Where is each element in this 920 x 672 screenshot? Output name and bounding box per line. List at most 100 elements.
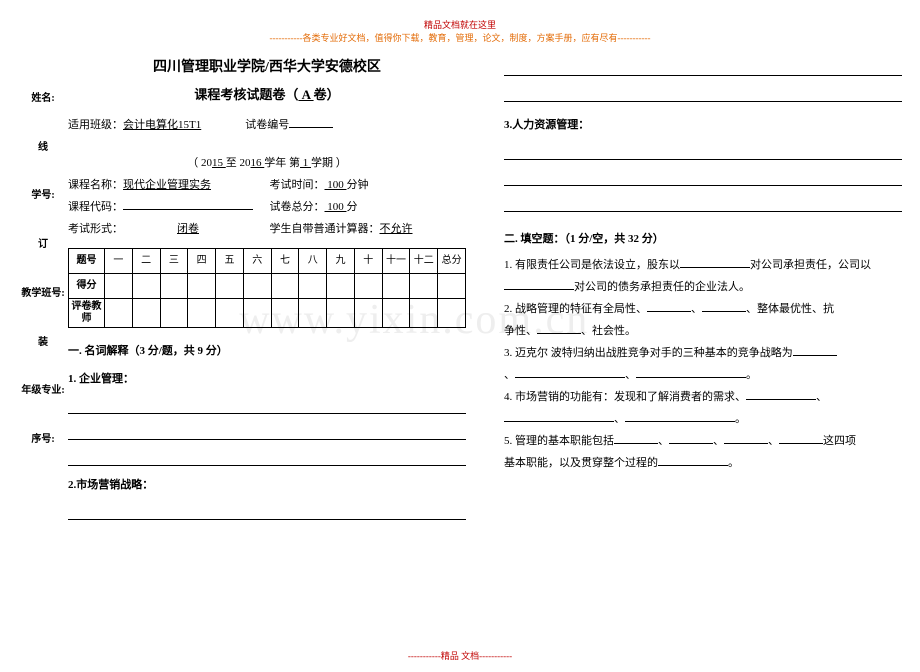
exam-time-label: 考试时间：: [270, 179, 325, 191]
q2a: 2. 战略管理的特征有全局性、: [504, 303, 647, 315]
form-value: 闭卷: [123, 218, 253, 240]
notice-line2: -----------各类专业好文档，值得你下载，教育，管理，论文，制度，方案手…: [270, 33, 651, 43]
fill-q4: 4. 市场营销的功能有：发现和了解消费者的需求、 、: [504, 386, 902, 408]
q5a: 5. 管理的基本职能包括: [504, 435, 614, 447]
q4a: 4. 市场营销的功能有：发现和了解消费者的需求、: [504, 391, 746, 403]
fill-q4-cont: 、。: [504, 408, 902, 430]
term-prefix: （ 20: [187, 157, 212, 169]
blank: [793, 344, 837, 356]
blank: [614, 432, 658, 444]
blank: [724, 432, 768, 444]
q2-label: 2.市场营销战略：: [68, 474, 466, 496]
col-2: 二: [132, 249, 160, 274]
paper-no-blank: [289, 116, 333, 128]
q5b: 、: [658, 435, 669, 447]
q4b: 、: [816, 391, 827, 403]
side-label-name: 姓名:: [31, 89, 54, 104]
blank: [702, 300, 746, 312]
row-label-num: 题号: [69, 249, 105, 274]
table-row-header: 题号 一 二 三 四 五 六 七 八 九 十 十一 十二 总分: [69, 249, 466, 274]
term-suffix1: 学年 第: [264, 157, 300, 169]
col-11: 十一: [382, 249, 410, 274]
col-8: 八: [299, 249, 327, 274]
answer-line: [68, 392, 466, 414]
q1a: 1. 有限责任公司是依法设立，股东以: [504, 259, 680, 271]
blank: [779, 432, 823, 444]
col-1: 一: [105, 249, 133, 274]
title-sub-suffix: 卷）: [314, 87, 340, 102]
blank: [636, 366, 746, 378]
answer-line: [504, 80, 902, 102]
footer-mark: -----------精品 文档-----------: [0, 649, 920, 662]
title-sub-prefix: 课程考核试题卷（: [194, 87, 298, 102]
blank: [658, 454, 728, 466]
fill-q5: 5. 管理的基本职能包括、、、这四项: [504, 430, 902, 452]
answer-line: [504, 190, 902, 212]
q3a: 3. 迈克尔 波特归纳出战胜竞争对手的三种基本的竞争战略为: [504, 347, 793, 359]
col-9: 九: [327, 249, 355, 274]
fill-q1: 1. 有限责任公司是依法设立，股东以 对公司承担责任，公司以: [504, 254, 902, 276]
code-label: 课程代码：: [68, 201, 123, 213]
exam-time-unit: 分钟: [347, 179, 369, 191]
table-row-score: 得分: [69, 274, 466, 299]
total-value: 100: [325, 201, 347, 213]
blank: [680, 256, 750, 268]
fill-q1-cont: 对公司的债务承担责任的企业法人。: [504, 276, 902, 298]
calc-value: 不允许: [380, 223, 413, 235]
course-row: 课程名称：现代企业管理实务 考试时间： 100 分钟: [68, 174, 466, 196]
q2e: 、社会性。: [581, 325, 636, 337]
row-label-score: 得分: [69, 274, 105, 299]
header-notice: 精品文档就在这里 -----------各类专业好文档，值得你下载，教育，管理，…: [0, 0, 920, 44]
q5f: 基本职能，以及贯穿整个过程的: [504, 457, 658, 469]
code-blank: [123, 198, 253, 210]
fill-q3: 3. 迈克尔 波特归纳出战胜竞争对手的三种基本的竞争战略为: [504, 342, 902, 364]
term-suffix2: 学期 ）: [311, 157, 347, 169]
blank: [625, 410, 735, 422]
q5e: 这四项: [823, 435, 856, 447]
q5d: 、: [768, 435, 779, 447]
term-y1: 15: [212, 157, 226, 169]
col-3: 三: [160, 249, 188, 274]
answer-line: [68, 498, 466, 520]
blank: [647, 300, 691, 312]
q3c: 、: [625, 369, 636, 381]
calc-label: 学生自带普通计算器：: [270, 223, 380, 235]
q3-label: 3.人力资源管理：: [504, 114, 902, 136]
answer-line: [68, 418, 466, 440]
blank: [504, 410, 614, 422]
col-12: 十二: [410, 249, 438, 274]
answer-line: [504, 138, 902, 160]
class-label: 适用班级：: [68, 119, 123, 131]
side-label-grade: 年级专业:: [21, 381, 64, 396]
col-5: 五: [216, 249, 244, 274]
q5g: 。: [728, 457, 739, 469]
seal-staple: 订: [38, 235, 48, 250]
side-label-id: 学号:: [31, 186, 54, 201]
fill-q5-cont: 基本职能，以及贯穿整个过程的 。: [504, 452, 902, 474]
fill-q3-cont: 、 、 。: [504, 364, 902, 386]
col-10: 十: [354, 249, 382, 274]
code-row: 课程代码： 试卷总分： 100 分: [68, 196, 466, 218]
q1b: 对公司承担责任，公司以: [750, 259, 871, 271]
q1-label: 1. 企业管理：: [68, 368, 466, 390]
form-label: 考试形式：: [68, 223, 123, 235]
side-label-class: 教学班号:: [21, 284, 64, 299]
section2-title: 二. 填空题：（1 分/空，共 32 分）: [504, 228, 902, 250]
q4c: 、: [614, 413, 625, 425]
seal-line: 线: [38, 138, 48, 153]
term-sem: 1: [300, 157, 311, 169]
exam-time-value: 100: [325, 179, 347, 191]
q3b: 、: [504, 369, 515, 381]
class-value: 会计电算化15T1: [123, 119, 201, 131]
left-column: 四川管理职业学院/西华大学安德校区 课程考核试题卷（ A 卷） 适用班级：会计电…: [68, 52, 466, 522]
score-table: 题号 一 二 三 四 五 六 七 八 九 十 十一 十二 总分 得分: [68, 248, 466, 328]
q1c: 对公司的债务承担责任的企业法人。: [574, 281, 750, 293]
q3d: 。: [746, 369, 757, 381]
section1-title: 一. 名词解释（3 分/题，共 9 分）: [68, 340, 466, 362]
meta-class-row: 适用班级：会计电算化15T1 试卷编号: [68, 114, 466, 136]
side-label-seq: 序号:: [31, 430, 54, 445]
title-paper-letter: A: [298, 87, 313, 102]
answer-line: [504, 54, 902, 76]
term-mid: 至 20: [226, 157, 251, 169]
term-y2: 16: [251, 157, 265, 169]
